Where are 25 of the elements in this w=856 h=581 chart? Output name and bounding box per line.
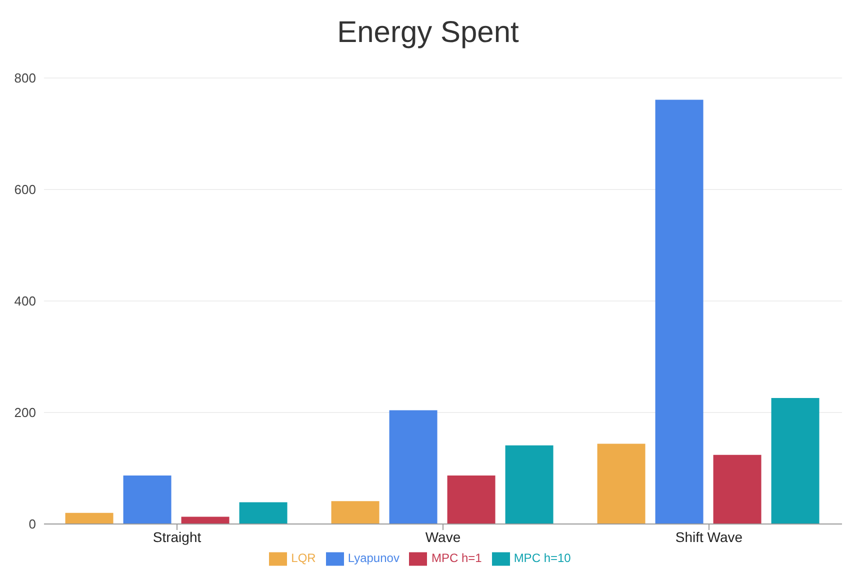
bar [65,512,114,524]
bar [239,502,288,524]
chart-title: Energy Spent [336,15,520,51]
y-tick-label: 600 [14,182,36,198]
y-tick-label: 0 [28,516,36,532]
bar [389,410,438,524]
legend-label: Lyapunov [348,551,400,566]
y-tick-label: 800 [14,70,36,86]
x-tick-label: Wave [425,528,461,545]
bar [771,398,820,524]
bar [123,476,172,524]
legend-label: LQR [291,551,316,566]
bar [713,454,762,524]
legend-label: MPC h=1 [431,551,482,566]
legend-label: MPC h=10 [514,551,571,566]
y-tick-label: 200 [14,405,36,420]
bar [655,100,704,524]
x-tick-label: Straight [152,528,202,545]
bar [597,444,646,524]
bar [447,476,496,524]
x-tick-label: Shift Wave [675,528,743,545]
bar [331,501,380,524]
bar [181,516,230,524]
bar [505,445,554,524]
y-tick-label: 400 [14,294,36,309]
